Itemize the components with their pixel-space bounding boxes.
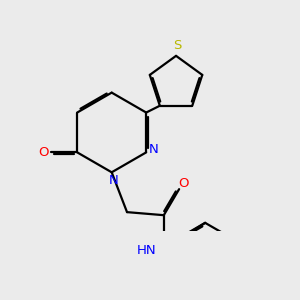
Text: O: O — [178, 176, 189, 190]
Text: S: S — [173, 39, 182, 52]
Text: N: N — [149, 143, 159, 156]
Text: O: O — [38, 146, 49, 159]
Text: HN: HN — [137, 244, 157, 257]
Text: N: N — [108, 174, 118, 188]
